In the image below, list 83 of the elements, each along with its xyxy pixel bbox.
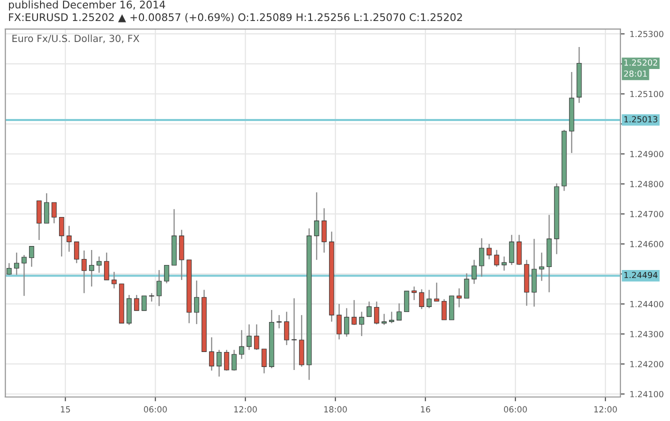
y-tick-label: 1.24400 (630, 300, 664, 308)
x-tick-label: 12:00 (234, 406, 257, 412)
y-tick-label: 1.24100 (630, 390, 664, 398)
candlestick (442, 298, 447, 320)
text: published December 16, 2014 (8, 0, 166, 11)
candlestick (389, 311, 394, 324)
candlestick (156, 269, 162, 307)
candlestick (224, 349, 230, 372)
candlestick (6, 262, 12, 276)
candlestick (396, 302, 402, 321)
candlestick (82, 250, 87, 294)
y-tick-label: 1.25100 (630, 90, 664, 98)
candlestick (232, 349, 237, 372)
candlestick (262, 348, 267, 374)
x-tick-label: 12:00 (594, 406, 617, 412)
candlestick (254, 324, 260, 350)
x-tick-label: 18:00 (324, 406, 347, 412)
candlestick (216, 349, 222, 378)
ref-line-label: 1.25013 (624, 116, 658, 122)
candlestick (494, 249, 500, 268)
candlestick (344, 308, 350, 338)
candlestick (276, 314, 282, 329)
candlestick (29, 246, 34, 268)
candlestick (44, 192, 50, 224)
candlestick (472, 259, 477, 284)
candlestick (239, 330, 244, 360)
x-tick-label: 06:00 (504, 406, 527, 412)
candlestick (539, 252, 544, 282)
candlestick (52, 202, 57, 224)
candlestick (479, 238, 484, 278)
x-tick-label: 15 (60, 406, 70, 412)
candlestick (66, 225, 72, 252)
candlestick (89, 249, 94, 288)
candlestick (59, 216, 64, 258)
candlestick (14, 252, 20, 276)
candlestick (322, 208, 327, 254)
candlestick (74, 241, 80, 264)
candlestick (464, 272, 470, 299)
candlestick (502, 256, 507, 272)
y-tick-label: 1.24700 (630, 210, 664, 218)
candlestick (22, 254, 27, 296)
text: 28:01 (624, 70, 647, 77)
candlestick (374, 301, 380, 325)
candlestick (426, 289, 432, 309)
candlestick (112, 271, 117, 289)
text: 1.25202 (624, 59, 658, 66)
candlestick (412, 286, 417, 301)
y-tick-label: 1.24200 (630, 360, 664, 368)
candlestick (532, 238, 537, 308)
y-tick-label: 1.24900 (630, 150, 664, 158)
chart-subtitle: FX:EURUSD 1.25202 ▲ +0.00857 (+0.69%) O:1.25089 H:1.25256 L:1.25070 C:1.25202 (9, 13, 462, 22)
candlestick (36, 200, 42, 241)
candlestick (352, 300, 357, 326)
candlestick (382, 313, 387, 326)
candlestick (366, 301, 372, 318)
candlestick (134, 294, 140, 312)
candlestick (456, 288, 462, 308)
y-tick-label: 1.24600 (630, 240, 664, 248)
candlestick (104, 252, 110, 281)
candlestick (314, 192, 320, 260)
candlestick (194, 280, 200, 325)
y-tick-label: 1.25300 (630, 30, 664, 38)
ref-line-label: 1.24494 (624, 272, 658, 278)
candlestick (359, 311, 364, 337)
candlestick (419, 288, 424, 310)
candlestick (404, 290, 410, 312)
candlestick (486, 243, 492, 260)
y-tick-label: 1.24800 (630, 180, 664, 188)
text: Euro Fx/U.S. Dollar, 30, FX (12, 34, 140, 44)
candlestick (292, 298, 297, 371)
candlestick (246, 324, 252, 350)
candlestick (142, 295, 147, 312)
candlestick (516, 234, 522, 266)
candlestick (209, 336, 214, 372)
y-tick-label: 1.24300 (630, 330, 664, 338)
candlestick (336, 303, 342, 340)
x-tick-label: 16 (421, 406, 430, 412)
candlestick (509, 234, 514, 266)
candlestick (434, 282, 440, 302)
candlestick (96, 256, 102, 274)
candlestick (164, 264, 170, 284)
x-tick-label: 06:00 (144, 406, 167, 412)
candlestick (284, 311, 290, 346)
